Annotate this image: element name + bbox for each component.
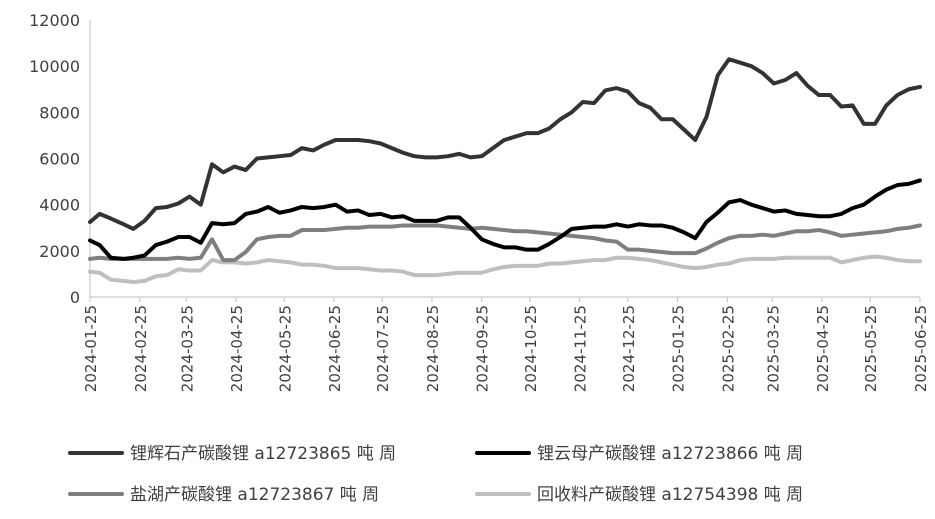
y-tick-label: 0: [70, 288, 80, 307]
x-tick-label: 2024-01-25: [82, 305, 100, 392]
legend-item-4: 回收料产碳酸锂 a12754398 吨 周: [475, 485, 803, 505]
legend-label: 锂辉石产碳酸锂 a12723865 吨 周: [130, 444, 396, 464]
legend-item-1: 锂辉石产碳酸锂 a12723865 吨 周: [68, 444, 396, 464]
series-line-2: [88, 178, 922, 261]
y-axis: 0 2000 4000 6000 8000 10000 12000: [29, 11, 91, 307]
x-tick-label: 2024-02-25: [132, 305, 150, 392]
x-tick-label: 2024-11-25: [572, 305, 590, 392]
legend-label: 盐湖产碳酸锂 a12723867 吨 周: [130, 485, 379, 505]
y-tick-label: 8000: [39, 103, 80, 122]
x-tick-label: 2024-05-25: [276, 305, 294, 392]
x-tick-label: 2024-08-25: [424, 305, 442, 392]
y-tick-label: 4000: [39, 196, 80, 215]
x-tick-label: 2025-03-25: [764, 305, 782, 392]
x-tick-label: 2024-12-25: [620, 305, 638, 392]
y-tick-label: 12000: [29, 11, 80, 30]
x-tick-label: 2024-06-25: [326, 305, 344, 392]
x-tick-label: 2024-03-25: [178, 305, 196, 392]
x-tick-label: 2025-02-25: [719, 305, 737, 392]
x-tick-label: 2024-07-25: [374, 305, 392, 392]
series-line-4: [88, 254, 922, 284]
y-tick-label: 6000: [39, 150, 80, 169]
x-tick-label: 2024-09-25: [474, 305, 492, 392]
y-tick-label: 10000: [29, 57, 80, 76]
legend-label: 锂云母产碳酸锂 a12723866 吨 周: [537, 444, 803, 464]
legend-item-3: 盐湖产碳酸锂 a12723867 吨 周: [68, 485, 379, 505]
x-axis: 2024-01-25 2024-02-25 2024-03-25 2024-04-25…: [82, 296, 930, 392]
y-tick-label: 2000: [39, 242, 80, 261]
legend: 锂辉石产碳酸锂 a12723865 吨 周 锂云母产碳酸锂 a12723866 吨…: [68, 444, 803, 505]
series-lines: [88, 57, 922, 284]
legend-item-2: 锂云母产碳酸锂 a12723866 吨 周: [475, 444, 803, 464]
x-tick-label: 2025-05-25: [862, 305, 880, 392]
x-tick-label: 2025-01-25: [670, 305, 688, 392]
x-tick-label: 2024-10-25: [522, 305, 540, 392]
x-tick-label: 2024-04-25: [228, 305, 246, 392]
series-line-1: [88, 57, 922, 231]
series-line-3: [88, 223, 922, 263]
legend-label: 回收料产碳酸锂 a12754398 吨 周: [537, 485, 803, 505]
x-tick-label: 2025-04-25: [814, 305, 832, 392]
x-tick-label: 2025-06-25: [912, 305, 930, 392]
